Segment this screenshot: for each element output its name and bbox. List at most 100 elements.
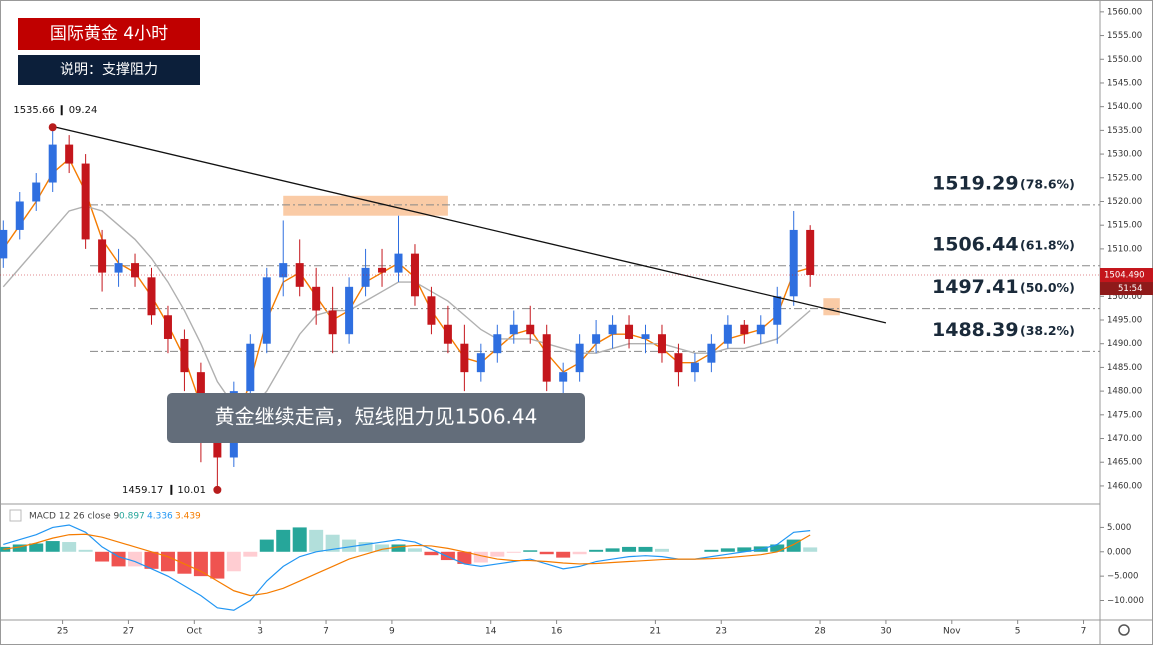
candle-body — [65, 144, 74, 164]
histogram-bar — [440, 551, 455, 561]
countdown-tag — [1100, 282, 1153, 296]
candle-body — [806, 229, 815, 276]
candle-body — [443, 324, 452, 344]
x-tick-label: 25 — [57, 627, 68, 637]
histogram-bar — [292, 527, 307, 552]
y-tick-label: −5.000 — [1107, 572, 1138, 582]
x-tick-label: 9 — [389, 627, 395, 637]
title: 国际黄金 4小时 — [50, 24, 168, 44]
histogram-bar — [276, 529, 291, 552]
candle-body — [509, 324, 518, 335]
histogram-bar — [193, 551, 208, 577]
candle-body — [674, 353, 683, 373]
y-tick-label: 1470.00 — [1107, 434, 1142, 444]
extreme-date: 10.01 — [177, 485, 206, 496]
legend-value: 0.897 — [119, 512, 145, 522]
candle-body — [394, 253, 403, 273]
x-tick-label: 23 — [716, 627, 727, 637]
candle-body — [460, 343, 469, 373]
histogram-bar — [622, 546, 637, 552]
candle-body — [723, 324, 732, 344]
candle-body — [32, 182, 41, 202]
y-tick-label: 1475.00 — [1107, 410, 1142, 420]
candle-body — [312, 286, 321, 311]
candle-body — [295, 263, 304, 287]
x-tick-label: 7 — [1081, 627, 1087, 637]
candle-body — [756, 324, 765, 335]
candle-body — [427, 296, 436, 325]
x-tick-label: 21 — [650, 627, 661, 637]
legend-toggle[interactable] — [9, 509, 22, 522]
histogram-bar — [358, 542, 373, 552]
candle-body — [690, 362, 699, 373]
candle-body — [608, 324, 617, 335]
title-box — [18, 18, 200, 50]
histogram-bar — [654, 548, 669, 552]
settings-icon[interactable] — [1118, 624, 1130, 636]
histogram-bar — [78, 549, 93, 552]
histogram-bar — [45, 541, 60, 552]
countdown-label: 51:54 — [1118, 284, 1143, 294]
x-tick-label: 27 — [123, 627, 134, 637]
histogram-bar — [638, 546, 653, 552]
candle-body — [361, 267, 370, 287]
histogram-bar — [160, 551, 175, 572]
candle-body — [789, 229, 798, 297]
candle-body — [213, 438, 222, 458]
candle-body — [163, 315, 172, 339]
histogram-bar — [210, 551, 225, 579]
zone — [823, 298, 840, 316]
y-tick-label: 1535.00 — [1107, 126, 1142, 136]
histogram-bar — [177, 551, 192, 574]
level-price: 1519.29 — [932, 172, 1019, 194]
histogram-bar — [490, 551, 505, 557]
histogram-bar — [391, 544, 406, 552]
subtitle: 说明：支撑阻力 — [60, 62, 158, 78]
legend-value: 4.336 — [147, 512, 173, 522]
level-price: 1506.44 — [932, 233, 1019, 255]
macd-line — [3, 533, 811, 597]
moving-average — [2, 205, 811, 411]
y-tick-label: 1490.00 — [1107, 339, 1142, 349]
candle-body — [493, 334, 502, 354]
zone — [283, 195, 448, 216]
y-tick-label: 1510.00 — [1107, 244, 1142, 254]
histogram-bar — [737, 547, 752, 552]
y-tick-label: 1460.00 — [1107, 481, 1142, 491]
y-tick-label: 1540.00 — [1107, 102, 1142, 112]
histogram-bar — [259, 539, 274, 552]
y-tick-label: 0.000 — [1107, 547, 1131, 557]
candle-body — [476, 353, 485, 373]
trendline — [55, 126, 887, 324]
y-tick-label: −10.000 — [1107, 596, 1144, 606]
extreme-date: 09.24 — [69, 105, 98, 116]
histogram-bar — [29, 543, 44, 552]
x-tick-label: 30 — [880, 627, 892, 637]
histogram-bar — [473, 551, 488, 563]
histogram-bar — [424, 551, 439, 556]
histogram-bar — [95, 551, 110, 562]
candle-body — [0, 229, 8, 259]
level-price: 1497.41 — [932, 276, 1019, 298]
candle-body — [740, 324, 749, 335]
y-tick-label: 1530.00 — [1107, 150, 1142, 160]
x-tick-label: 16 — [551, 627, 563, 637]
histogram-bar — [111, 551, 126, 567]
y-tick-label: 1525.00 — [1107, 173, 1142, 183]
y-tick-label: 1555.00 — [1107, 31, 1142, 41]
y-tick-label: 1485.00 — [1107, 363, 1142, 373]
candle-body — [81, 163, 90, 240]
extreme-price: 1459.17 — [122, 485, 163, 496]
candle-body — [625, 324, 634, 339]
candle-body — [279, 263, 288, 278]
candle-body — [559, 372, 568, 382]
histogram-bar — [325, 534, 340, 552]
histogram-bar — [720, 548, 735, 552]
histogram-bar — [704, 549, 719, 552]
histogram-bar — [803, 547, 818, 552]
candle-body — [328, 310, 337, 335]
y-tick-label: 1480.00 — [1107, 387, 1142, 397]
x-tick-label: Oct — [187, 627, 203, 637]
y-tick-label: 1550.00 — [1107, 55, 1142, 65]
